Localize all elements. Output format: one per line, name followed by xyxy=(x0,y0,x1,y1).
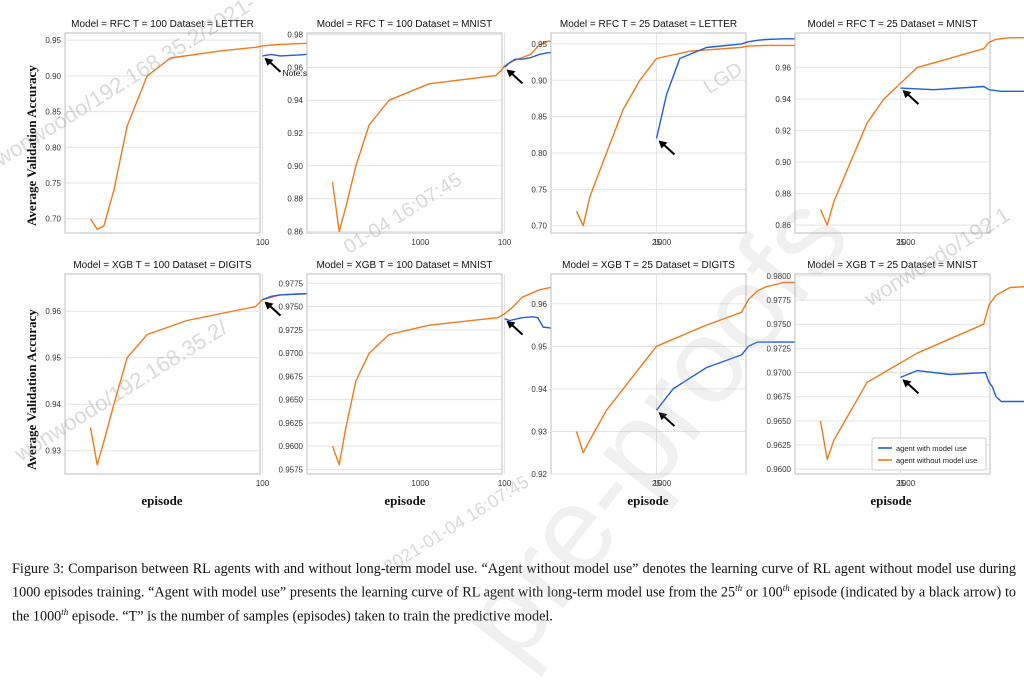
x-axis-label-1: episode xyxy=(92,493,232,509)
x-axis-label-3: episode xyxy=(578,493,718,509)
x-axis-label-4: episode xyxy=(821,493,961,509)
caption-text-4: episode. “T” is the number of samples (e… xyxy=(68,608,553,624)
chart-title: Model = XGB T = 25 Dataset = DIGITS xyxy=(562,260,735,271)
y-tick-label: 0.92 xyxy=(531,470,547,479)
y-tick-label: 0.80 xyxy=(531,149,547,158)
plot-frame xyxy=(551,33,746,233)
y-tick-label: 0.9650 xyxy=(279,396,304,405)
y-tick-label: 0.88 xyxy=(287,195,303,204)
y-tick-label: 0.85 xyxy=(531,113,547,122)
y-tick-label: 0.92 xyxy=(287,129,303,138)
chart-panel-8: 0.9600 0.9625 0.9650 0.9675 0.9700 0.9725 0.97… xyxy=(767,260,1024,488)
chart-title: Model = XGB T = 25 Dataset = MNIST xyxy=(807,260,978,271)
y-tick-label: 0.9675 xyxy=(279,372,304,381)
y-tick-label: 0.9575 xyxy=(279,465,304,474)
x-tick-label: 100 xyxy=(256,479,270,488)
y-tick-label: 0.9775 xyxy=(279,279,304,288)
y-tick-label: 0.95 xyxy=(45,354,61,363)
y-tick-label: 0.9800 xyxy=(767,272,792,281)
legend-label: agent without model use xyxy=(896,456,977,465)
y-tick-label: 0.96 xyxy=(775,64,791,73)
y-tick-label: 0.80 xyxy=(45,143,61,152)
y-axis-label-top: Average Validation Accuracy xyxy=(24,65,40,226)
y-tick-label: 0.94 xyxy=(531,385,547,394)
y-tick-label: 0.90 xyxy=(287,162,303,171)
y-tick-label: 0.96 xyxy=(287,63,303,72)
y-tick-label: 0.70 xyxy=(45,215,61,224)
chart-title: Model = RFC T = 25 Dataset = MNIST xyxy=(808,19,978,30)
y-tick-label: 0.96 xyxy=(531,300,547,309)
y-tick-label: 0.9700 xyxy=(279,349,304,358)
x-tick-label: 100 xyxy=(498,479,512,488)
figure-caption: Figure 3: Comparison between RL agents w… xyxy=(12,560,1016,626)
plot-frame xyxy=(795,33,990,233)
y-tick-label: 0.9650 xyxy=(767,417,792,426)
chart-title: Model = XGB T = 100 Dataset = DIGITS xyxy=(73,260,252,271)
y-axis-label-bottom: Average Validation Accuracy xyxy=(24,309,40,470)
legend-box xyxy=(872,438,986,470)
y-tick-label: 0.93 xyxy=(45,447,61,456)
y-tick-label: 0.94 xyxy=(287,96,303,105)
y-tick-label: 0.92 xyxy=(775,127,791,136)
x-tick-label: 1000 xyxy=(411,479,429,488)
y-tick-label: 0.9600 xyxy=(279,442,304,451)
plot-frame xyxy=(65,33,260,233)
y-tick-label: 0.9700 xyxy=(767,369,792,378)
y-tick-label: 0.95 xyxy=(531,40,547,49)
y-tick-label: 0.86 xyxy=(775,221,791,230)
y-tick-label: 0.85 xyxy=(45,108,61,117)
caption-superscript-2: th xyxy=(783,583,790,593)
x-tick-label: 100 xyxy=(256,238,270,247)
x-tick-label: 1000 xyxy=(411,238,429,247)
x-tick-label: 25 xyxy=(896,238,905,247)
y-tick-label: 0.95 xyxy=(45,36,61,45)
y-tick-label: 0.95 xyxy=(531,342,547,351)
figure-grid: 0.70 0.75 0.80 0.85 0.90 0.95 100 1000 Model = R… xyxy=(0,0,1024,555)
y-tick-label: 0.9600 xyxy=(767,465,792,474)
y-tick-label: 0.94 xyxy=(775,95,791,104)
y-tick-label: 0.9725 xyxy=(279,326,304,335)
caption-text-2: or 100 xyxy=(742,585,783,601)
x-tick-label: 25 xyxy=(652,479,661,488)
chart-title: Model = XGB T = 100 Dataset = MNIST xyxy=(316,260,492,271)
legend-label: agent with model use xyxy=(896,444,967,453)
y-tick-label: 0.98 xyxy=(287,31,303,40)
x-tick-label: 100 xyxy=(498,238,512,247)
y-tick-label: 0.94 xyxy=(45,400,61,409)
y-tick-label: 0.90 xyxy=(775,158,791,167)
y-tick-label: 0.9750 xyxy=(279,303,304,312)
y-tick-label: 0.75 xyxy=(45,179,61,188)
x-tick-label: 25 xyxy=(652,238,661,247)
y-tick-label: 0.70 xyxy=(531,222,547,231)
y-tick-label: 0.93 xyxy=(531,427,547,436)
chart-title: Model = RFC T = 100 Dataset = LETTER xyxy=(71,19,254,30)
y-tick-label: 0.9625 xyxy=(279,419,304,428)
y-tick-label: 0.9775 xyxy=(767,296,792,305)
plot-frame xyxy=(307,274,502,474)
y-tick-label: 0.75 xyxy=(531,185,547,194)
y-tick-label: 0.90 xyxy=(531,76,547,85)
chart-title: Model = RFC T = 100 Dataset = MNIST xyxy=(317,19,493,30)
y-tick-label: 0.9625 xyxy=(767,441,792,450)
y-tick-label: 0.86 xyxy=(287,227,303,236)
y-tick-label: 0.9675 xyxy=(767,393,792,402)
y-tick-label: 0.90 xyxy=(45,72,61,81)
x-axis-label-2: episode xyxy=(335,493,475,509)
y-tick-label: 0.96 xyxy=(45,307,61,316)
y-tick-label: 0.9725 xyxy=(767,344,792,353)
plot-frame xyxy=(65,274,260,474)
y-tick-label: 0.9750 xyxy=(767,320,792,329)
y-tick-label: 0.88 xyxy=(775,190,791,199)
chart-title: Model = RFC T = 25 Dataset = LETTER xyxy=(560,19,737,30)
x-tick-label: 25 xyxy=(896,479,905,488)
